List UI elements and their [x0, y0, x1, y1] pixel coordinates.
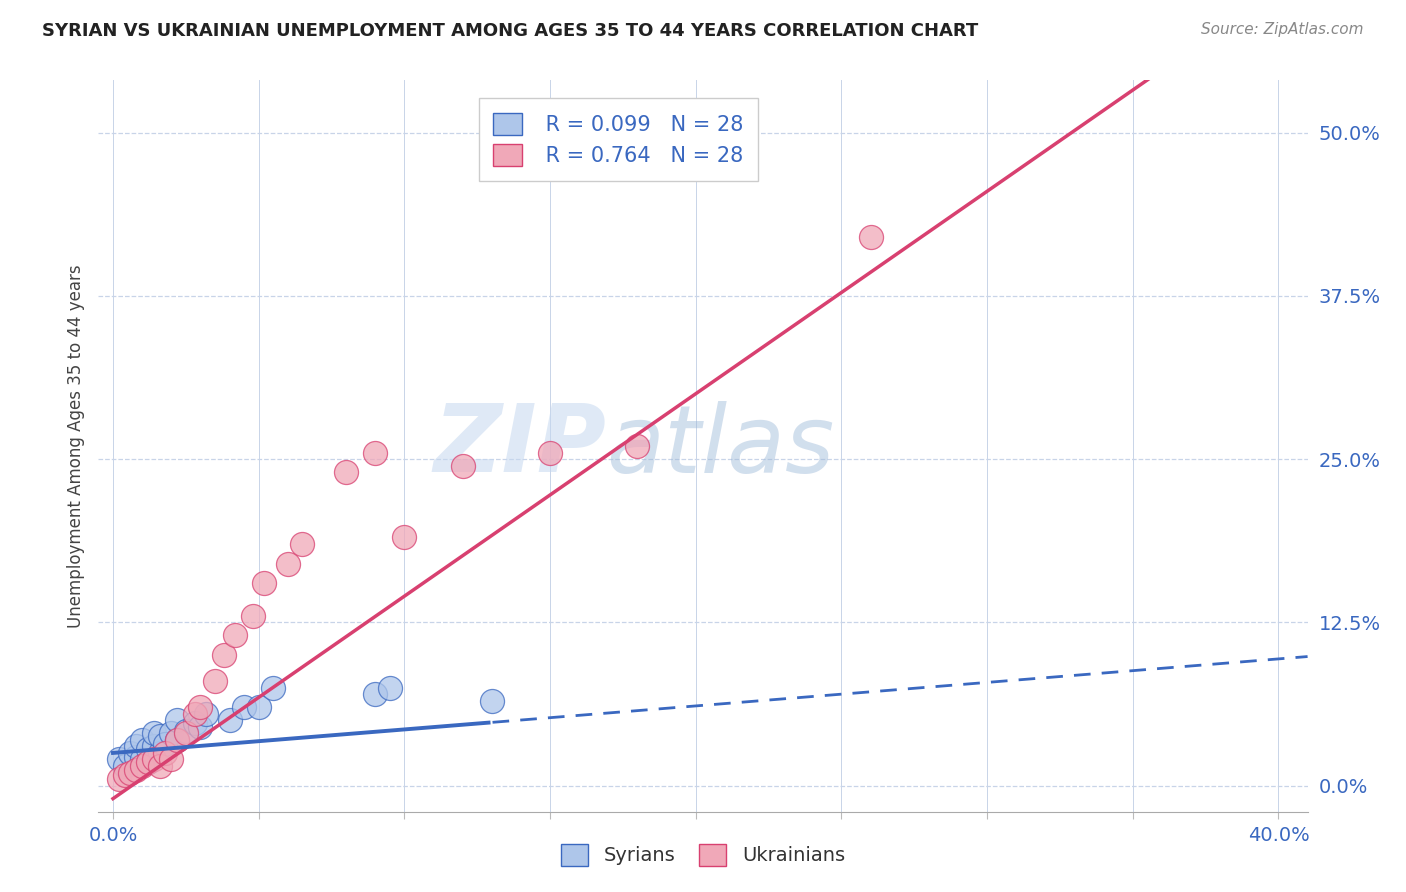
Text: atlas: atlas [606, 401, 835, 491]
Legend:  R = 0.099   N = 28,  R = 0.764   N = 28: R = 0.099 N = 28, R = 0.764 N = 28 [478, 98, 758, 181]
Point [174, 726, 197, 740]
Point [166, 714, 188, 728]
Point [335, 465, 357, 479]
Point [183, 715, 205, 730]
Point [142, 726, 165, 740]
Point [125, 749, 148, 764]
Point [247, 700, 270, 714]
Point [233, 700, 256, 714]
Point [125, 763, 148, 777]
Point [131, 752, 153, 766]
Point [224, 628, 246, 642]
Point [125, 739, 148, 754]
Point [291, 537, 314, 551]
Point [142, 739, 165, 754]
Point [253, 576, 276, 591]
Point [212, 648, 235, 662]
Point [108, 772, 131, 786]
Text: SYRIAN VS UKRAINIAN UNEMPLOYMENT AMONG AGES 35 TO 44 YEARS CORRELATION CHART: SYRIAN VS UKRAINIAN UNEMPLOYMENT AMONG A… [42, 22, 979, 40]
Point [262, 681, 284, 695]
Point [218, 714, 240, 728]
Point [174, 723, 197, 738]
Point [183, 706, 205, 721]
Point [481, 694, 503, 708]
Point [626, 439, 648, 453]
Point [204, 674, 226, 689]
Point [190, 720, 212, 734]
Point [160, 752, 183, 766]
Point [394, 530, 416, 544]
Point [166, 732, 188, 747]
Point [136, 742, 159, 756]
Point [149, 759, 172, 773]
Point [364, 687, 387, 701]
Point [114, 768, 136, 782]
Point [120, 765, 142, 780]
Point [242, 608, 264, 623]
Point [142, 752, 165, 766]
Y-axis label: Unemployment Among Ages 35 to 44 years: Unemployment Among Ages 35 to 44 years [66, 264, 84, 628]
Point [155, 737, 177, 751]
Point [108, 752, 131, 766]
Text: Source: ZipAtlas.com: Source: ZipAtlas.com [1201, 22, 1364, 37]
Point [131, 732, 153, 747]
Point [131, 759, 153, 773]
Point [149, 729, 172, 743]
Point [149, 746, 172, 760]
Point [364, 445, 387, 459]
Point [538, 445, 561, 459]
Text: ZIP: ZIP [433, 400, 606, 492]
Point [114, 759, 136, 773]
Point [155, 746, 177, 760]
Point [451, 458, 474, 473]
Point [378, 681, 401, 695]
Point [277, 557, 299, 571]
Legend: Syrians, Ukrainians: Syrians, Ukrainians [554, 837, 852, 873]
Point [190, 700, 212, 714]
Point [136, 755, 159, 769]
Point [136, 755, 159, 769]
Point [859, 230, 882, 244]
Point [195, 706, 218, 721]
Point [160, 726, 183, 740]
Point [166, 732, 188, 747]
Point [120, 746, 142, 760]
